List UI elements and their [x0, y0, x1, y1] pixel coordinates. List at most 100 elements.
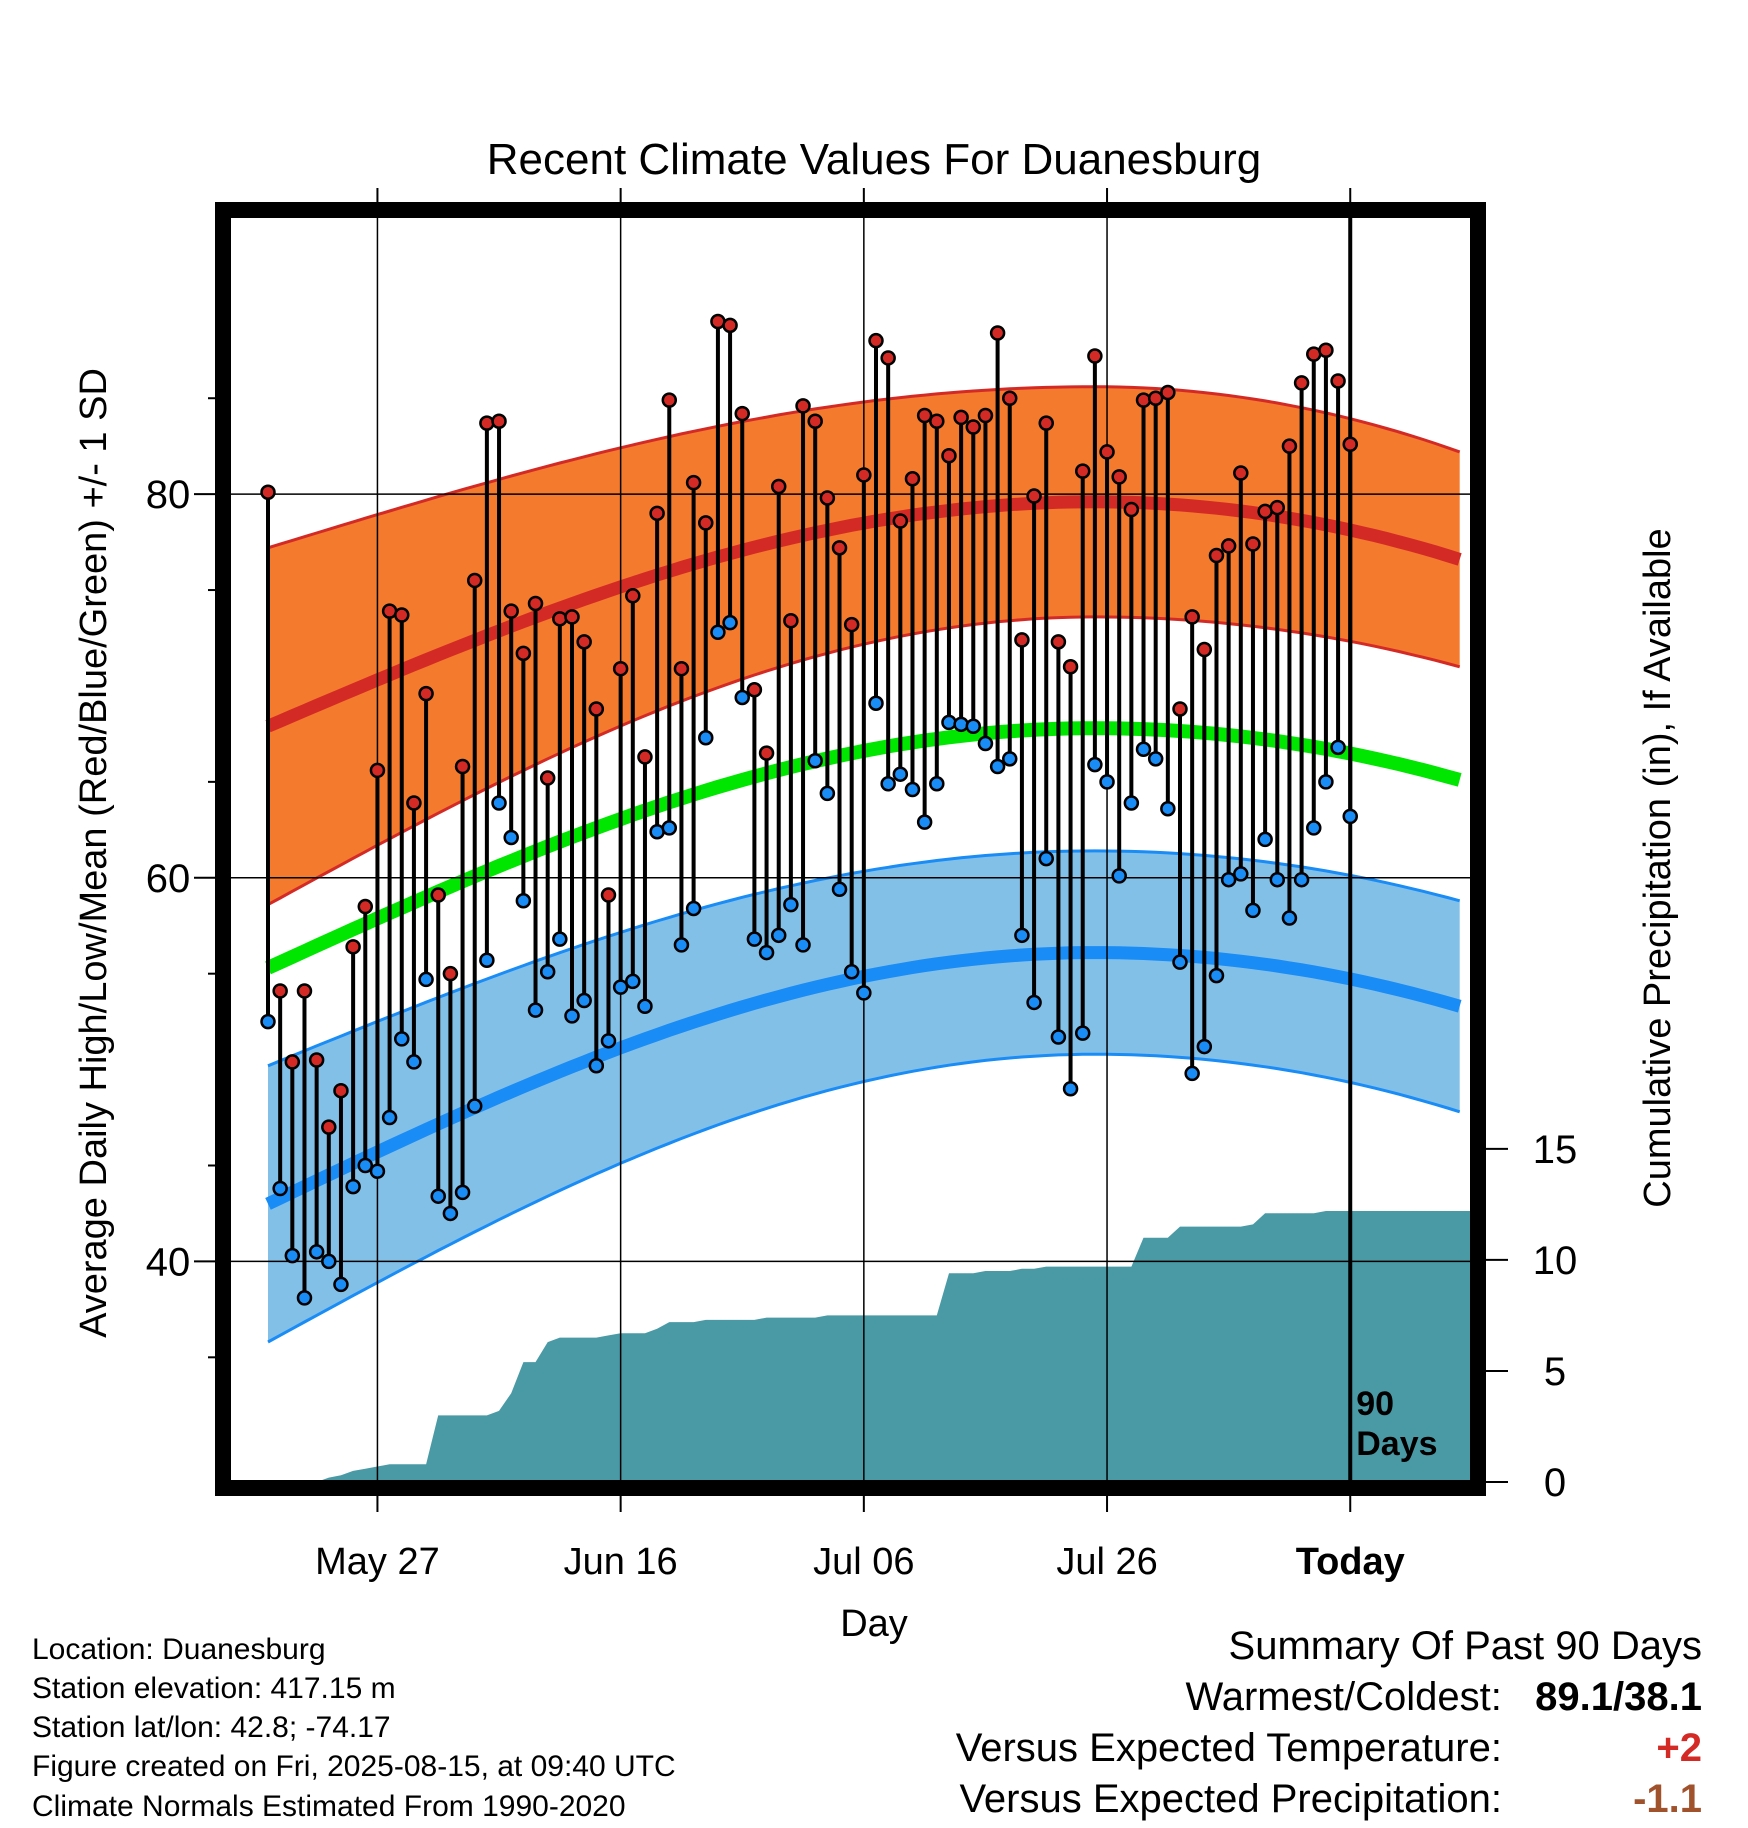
- daily-low-point: [1233, 866, 1249, 882]
- daily-high-point: [1208, 547, 1225, 564]
- daily-low-point: [406, 1054, 422, 1070]
- daily-low-point: [868, 695, 884, 711]
- daily-high-point: [1342, 436, 1358, 453]
- daily-low-point: [1208, 967, 1225, 984]
- daily-high-point: [1099, 444, 1115, 460]
- x-axis-label: Day: [840, 1603, 908, 1645]
- daily-low-point: [1038, 850, 1054, 867]
- daily-low-point: [479, 952, 495, 969]
- x-tick-label: May 27: [315, 1541, 440, 1583]
- daily-low-point: [1014, 927, 1030, 944]
- daily-low-point: [625, 973, 641, 990]
- daily-high-point: [819, 490, 836, 506]
- daily-high-point: [308, 1052, 325, 1068]
- daily-high-point: [1074, 463, 1091, 479]
- daily-high-point: [576, 634, 592, 650]
- daily-high-point: [698, 515, 714, 531]
- daily-low-point: [564, 1008, 580, 1024]
- daily-low-point: [308, 1244, 325, 1260]
- daily-high-point: [491, 413, 507, 429]
- daily-low-point: [941, 714, 957, 731]
- summary-precip-value: -1.1: [1633, 1777, 1702, 1821]
- daily-high-point: [661, 392, 678, 408]
- daily-high-point: [1233, 465, 1249, 481]
- daily-low-point: [977, 735, 994, 752]
- daily-low-point: [442, 1205, 459, 1222]
- daily-high-point: [1014, 632, 1030, 648]
- daily-high-point: [1038, 415, 1054, 431]
- daily-high-point: [552, 611, 568, 627]
- daily-high-point: [369, 762, 386, 779]
- daily-high-point: [1330, 373, 1346, 389]
- plot-frame: [215, 202, 1486, 1496]
- summary-warm-cold-label: Warmest/Coldest:: [1185, 1675, 1502, 1719]
- y2-tick-label: 0: [1544, 1461, 1566, 1505]
- daily-low-point: [1293, 871, 1310, 888]
- summary-temperature: Versus Expected Temperature: +2: [956, 1726, 1702, 1771]
- daily-low-point: [588, 1058, 605, 1074]
- daily-low-point: [1147, 751, 1164, 767]
- daily-high-point: [649, 505, 665, 522]
- daily-low-point: [272, 1180, 288, 1197]
- daily-high-point: [466, 572, 483, 589]
- daily-high-point: [1196, 641, 1213, 658]
- footer-latlon: Station lat/lon: 42.8; -74.17: [32, 1711, 391, 1744]
- precipitation-area: [268, 1211, 1472, 1482]
- daily-low-point: [418, 971, 434, 988]
- daily-low-point: [1123, 795, 1140, 811]
- daily-high-point: [637, 749, 653, 765]
- daily-high-point: [795, 398, 811, 414]
- daily-low-point: [904, 781, 921, 798]
- daily-low-point: [260, 1013, 276, 1030]
- daily-high-point: [1172, 701, 1188, 717]
- daily-high-point: [1111, 469, 1127, 485]
- daily-low-point: [539, 964, 556, 980]
- daily-low-point: [552, 931, 568, 947]
- daily-high-point: [357, 898, 374, 915]
- daily-low-point: [612, 979, 629, 995]
- daily-low-point: [576, 992, 592, 1009]
- daily-high-point: [564, 609, 580, 625]
- daily-low-point: [1111, 868, 1127, 884]
- daily-low-point: [454, 1184, 471, 1201]
- y2-tick-label: 15: [1533, 1128, 1578, 1172]
- daily-high-point: [1160, 384, 1176, 401]
- y2-tick-label: 5: [1544, 1350, 1566, 1394]
- daily-low-point: [284, 1247, 301, 1264]
- daily-low-point: [856, 985, 872, 1001]
- daily-low-point: [369, 1163, 386, 1180]
- daily-low-point: [394, 1031, 410, 1047]
- y-tick-label: 80: [146, 473, 191, 517]
- summary-warm-cold-value: 89.1/38.1: [1535, 1675, 1702, 1719]
- daily-low-point: [965, 718, 982, 734]
- daily-low-point: [916, 814, 933, 830]
- daily-high-point: [418, 685, 434, 702]
- daily-high-point: [722, 317, 738, 334]
- daily-high-point: [625, 588, 641, 604]
- daily-low-point: [722, 614, 738, 631]
- y-tick-label: 40: [146, 1240, 191, 1284]
- daily-low-point: [734, 689, 750, 706]
- daily-high-point: [1293, 375, 1310, 391]
- daily-high-point: [953, 409, 969, 426]
- daily-low-point: [1135, 741, 1152, 758]
- daily-high-point: [333, 1082, 349, 1099]
- daily-high-point: [734, 405, 750, 422]
- window-label-number: 90: [1356, 1385, 1394, 1423]
- daily-high-point: [1062, 659, 1079, 675]
- low-sd-band: [268, 850, 1460, 1342]
- daily-low-point: [1099, 774, 1115, 790]
- daily-high-point: [539, 770, 556, 786]
- daily-high-point: [394, 607, 410, 623]
- daily-high-point: [1281, 438, 1298, 454]
- daily-high-point: [977, 407, 994, 424]
- y2-tick-label: 10: [1533, 1239, 1578, 1283]
- daily-low-point: [1306, 820, 1322, 836]
- daily-high-point: [831, 540, 848, 556]
- daily-low-point: [296, 1290, 313, 1306]
- window-label-unit: Days: [1356, 1425, 1437, 1463]
- daily-low-point: [1002, 751, 1018, 767]
- daily-high-point: [430, 887, 446, 903]
- summary-precip-label: Versus Expected Precipitation:: [959, 1777, 1502, 1821]
